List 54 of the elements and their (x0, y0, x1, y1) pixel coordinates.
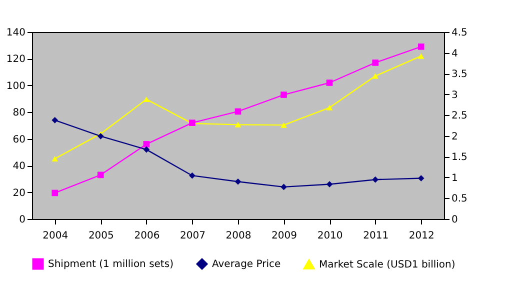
point (52, 116, 58, 124)
x-tick-label: 2004 (42, 230, 68, 242)
y-tick-label: 140 (6, 28, 26, 38)
point (280, 184, 287, 190)
y2-tick-label: 2 (452, 131, 458, 142)
y2-tick-label: 3 (452, 90, 458, 101)
legend-label: Market Scale (USD1 billion) (319, 259, 456, 270)
y2-tick-label: 4.5 (452, 28, 468, 38)
y-tick-label: 0 (19, 214, 26, 226)
x-tick-label: 2011 (363, 230, 389, 242)
point (372, 176, 378, 183)
point (372, 60, 378, 66)
point (418, 175, 424, 182)
x-tick-label: 2007 (180, 230, 206, 242)
x-tick-label: 2008 (226, 230, 252, 242)
y-tick-label: 100 (6, 80, 26, 92)
y-tick-label: 20 (12, 188, 26, 199)
point (372, 73, 378, 79)
y2-tick-label: 0 (452, 214, 458, 226)
y2-tick-label: 0.5 (452, 194, 468, 205)
x-tick-label: 2005 (88, 230, 114, 242)
point (234, 122, 242, 128)
point (234, 178, 242, 185)
y2-tick-label: 1 (452, 172, 458, 184)
y2-tick-label: 1.5 (452, 152, 468, 164)
point (326, 104, 333, 110)
point (52, 156, 58, 162)
x-tick-label: 2006 (134, 230, 160, 242)
y2-tick-label: 2.5 (452, 110, 468, 122)
point (418, 44, 424, 50)
point (143, 141, 150, 148)
point (98, 172, 104, 178)
legend-label: Average Price (212, 259, 281, 270)
x-tick-label: 2009 (272, 230, 298, 242)
point (280, 92, 287, 98)
x-tick-label: 2010 (317, 230, 343, 242)
point (326, 181, 333, 188)
y-tick-label: 40 (12, 161, 26, 172)
point (143, 96, 150, 102)
point (234, 108, 242, 115)
point (280, 122, 287, 128)
point (326, 80, 333, 86)
x-tick-label: 2012 (408, 230, 434, 242)
y2-tick-label: 3.5 (452, 69, 468, 80)
point (98, 133, 104, 140)
point (52, 190, 58, 196)
y-tick-label: 60 (12, 134, 26, 146)
point (143, 146, 150, 153)
legend-label: Shipment (1 million sets) (48, 259, 174, 270)
point (189, 172, 196, 179)
y-tick-label: 120 (6, 54, 26, 66)
y2-tick-label: 4 (452, 48, 458, 60)
point (418, 53, 424, 59)
y-tick-label: 80 (12, 108, 26, 119)
